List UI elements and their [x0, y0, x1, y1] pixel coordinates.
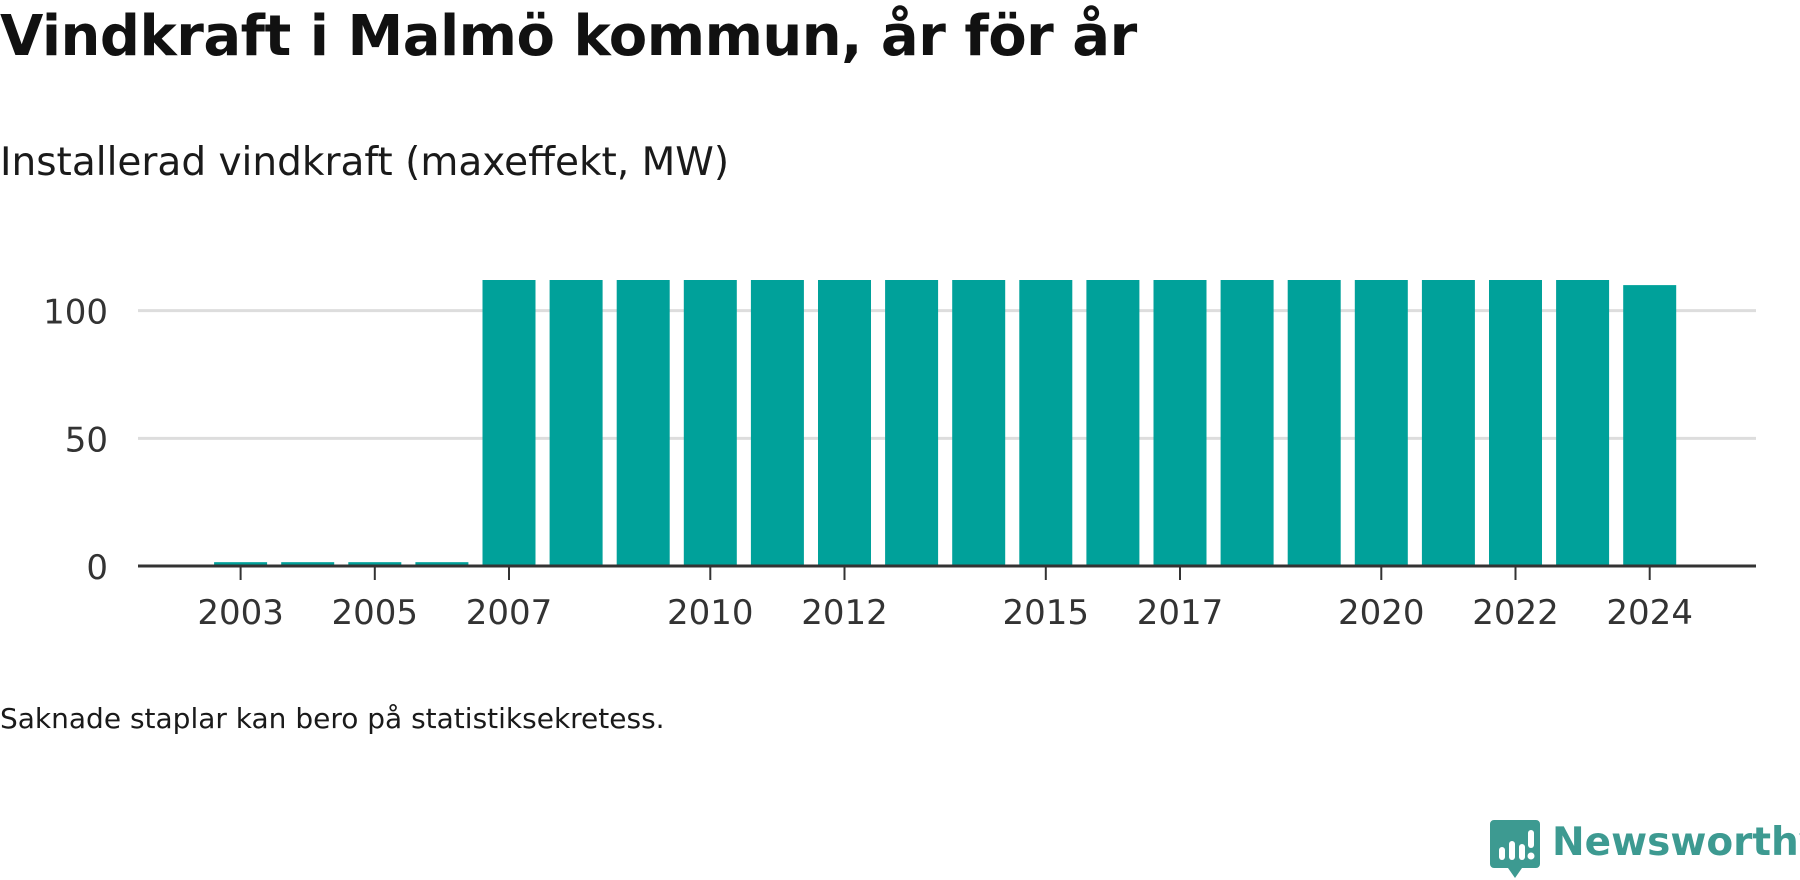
x-tick-label: 2003	[197, 593, 284, 633]
bar-2016	[1086, 280, 1140, 566]
bar-2018	[1220, 280, 1274, 566]
bar-2013	[885, 280, 939, 566]
bar-2021	[1421, 280, 1475, 566]
bar-2005	[348, 562, 402, 566]
x-tick-label: 2020	[1338, 593, 1425, 633]
x-tick-label: 2022	[1472, 593, 1559, 633]
x-tick-label: 2007	[466, 593, 553, 633]
y-tick-label: 0	[86, 548, 108, 588]
bar-2008	[549, 280, 603, 566]
bar-2012	[818, 280, 871, 566]
tick-labels: 0 50 100 2003 2005 2007 2010 2012 2015 2017 2020 20…	[43, 293, 1693, 633]
grid-lines	[138, 309, 1756, 440]
x-tick-label: 2024	[1606, 593, 1693, 633]
x-tick-label: 2012	[801, 593, 888, 633]
bar-2023	[1556, 280, 1610, 566]
bar-2022	[1489, 280, 1542, 566]
brand-name: Newsworthy	[1552, 820, 1800, 865]
y-tick-label: 50	[65, 420, 108, 460]
bars	[214, 280, 1677, 566]
bar-chart: 0 50 100 2003 2005 2007 2010 2012 2015 2017 2020 20…	[43, 280, 1756, 633]
bar-2024	[1623, 285, 1677, 566]
x-tick-label: 2015	[1003, 593, 1090, 633]
newsworthy-logo-icon	[1490, 820, 1540, 878]
bar-2007	[482, 280, 536, 566]
bar-2017	[1153, 280, 1207, 566]
bar-2019	[1287, 280, 1341, 566]
x-axis	[138, 564, 1756, 580]
chart-subtitle: Installerad vindkraft (maxeffekt, MW)	[0, 140, 730, 185]
bar-2015	[1019, 280, 1073, 566]
x-tick-label: 2005	[332, 593, 419, 633]
x-tick-label: 2010	[667, 593, 754, 633]
bar-2011	[750, 280, 804, 566]
bar-2006	[415, 562, 469, 566]
bar-2009	[616, 280, 670, 566]
footnote: Saknade staplar kan bero på statistiksek…	[0, 702, 665, 735]
bar-2010	[683, 280, 737, 566]
newsworthy-logo[interactable]: Newsworthy	[1490, 820, 1800, 880]
x-tick-label: 2017	[1137, 593, 1224, 633]
bar-2020	[1354, 280, 1408, 566]
chart-title: Vindkraft i Malmö kommun, år för år	[0, 4, 1137, 69]
y-tick-label: 100	[43, 293, 108, 333]
bar-2003	[214, 562, 268, 566]
bar-2004	[281, 562, 335, 566]
bar-2014	[952, 280, 1006, 566]
